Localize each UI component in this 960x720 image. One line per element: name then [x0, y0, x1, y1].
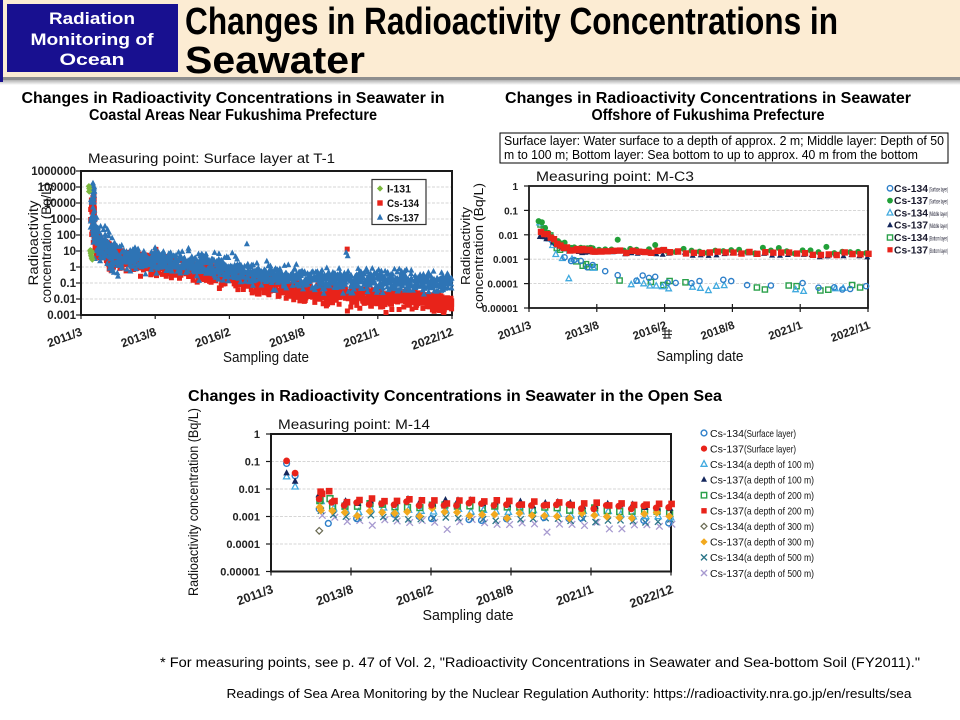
svg-text:2018/8: 2018/8 — [474, 582, 515, 608]
svg-text:Radioactivity: Radioactivity — [26, 200, 41, 285]
svg-text:Cs-137: Cs-137 — [894, 245, 928, 256]
svg-text:Cs-137: Cs-137 — [710, 506, 744, 518]
svg-text:Cs-137: Cs-137 — [710, 474, 744, 486]
svg-text:1: 1 — [254, 429, 260, 441]
svg-text:Measuring point: Surface layer: Measuring point: Surface layer at T-1 — [88, 151, 335, 166]
svg-text:Cs-137: Cs-137 — [894, 196, 928, 207]
svg-text:(Surface layer): (Surface layer) — [744, 443, 796, 455]
svg-text:2021/1: 2021/1 — [342, 325, 382, 351]
svg-text:Sampling date: Sampling date — [423, 608, 514, 624]
svg-text:Changes in Radioactivity Conce: Changes in Radioactivity Concentrations … — [188, 388, 722, 405]
svg-text:1000000: 1000000 — [31, 166, 76, 178]
svg-text:Cs-134: Cs-134 — [894, 184, 928, 195]
svg-text:(Bottom layer): (Bottom layer) — [929, 248, 948, 255]
svg-text:Radioactivity concentration (B: Radioactivity concentration (Bq/L) — [186, 408, 201, 596]
svg-text:(a depth of 500 m): (a depth of 500 m) — [744, 568, 814, 580]
svg-text:(a depth of 300 m): (a depth of 300 m) — [744, 537, 814, 549]
svg-text:0.001: 0.001 — [47, 310, 76, 322]
svg-text:Cs-137: Cs-137 — [710, 537, 744, 549]
svg-text:Ocean: Ocean — [60, 50, 125, 69]
svg-text:(Surface layer): (Surface layer) — [929, 199, 948, 206]
svg-text:0.01: 0.01 — [499, 231, 519, 242]
svg-text:Monitoring of: Monitoring of — [31, 30, 154, 49]
svg-text:Sampling date: Sampling date — [657, 349, 744, 365]
svg-text:0.0001: 0.0001 — [487, 280, 518, 291]
svg-text:Cs-134: Cs-134 — [710, 428, 744, 440]
svg-text:Sampling date: Sampling date — [223, 350, 309, 366]
svg-text:0.00001: 0.00001 — [220, 567, 260, 579]
svg-text:Changes in Radioactivity Conce: Changes in Radioactivity Concentrations … — [22, 90, 445, 107]
svg-text:2022/12: 2022/12 — [628, 582, 675, 611]
svg-text:2016/2: 2016/2 — [394, 582, 435, 608]
svg-text:Cs-137: Cs-137 — [710, 443, 744, 455]
svg-text:Cs-134: Cs-134 — [710, 459, 744, 471]
svg-text:Radioactivity: Radioactivity — [459, 206, 473, 285]
svg-text:(Middle layer): (Middle layer) — [929, 211, 948, 218]
svg-text:0.1: 0.1 — [504, 206, 518, 217]
svg-text:0.001: 0.001 — [232, 512, 260, 524]
svg-text:2021/1: 2021/1 — [554, 582, 595, 608]
svg-text:* For measuring points, see p.: * For measuring points, see p. 47 of Vol… — [160, 655, 920, 670]
svg-text:10000: 10000 — [44, 198, 76, 210]
svg-text:(a depth of 100 m): (a depth of 100 m) — [744, 474, 814, 486]
svg-text:2013/8: 2013/8 — [564, 319, 602, 343]
svg-text:2016/2: 2016/2 — [193, 325, 233, 351]
svg-text:Seawater: Seawater — [185, 40, 365, 82]
svg-text:(Bottom layer): (Bottom layer) — [929, 236, 948, 243]
svg-text:0.1: 0.1 — [245, 457, 260, 469]
svg-text:10: 10 — [63, 246, 76, 258]
svg-text:m to 100 m; Bottom layer: Sea: m to 100 m; Bottom layer: Sea bottom to … — [504, 148, 918, 162]
svg-text:2022/12: 2022/12 — [409, 325, 455, 353]
svg-text:(Surface layer): (Surface layer) — [744, 428, 796, 440]
svg-text:(a depth of 100 m): (a depth of 100 m) — [744, 459, 814, 471]
svg-text:Cs-134: Cs-134 — [894, 208, 928, 219]
svg-text:Cs-134: Cs-134 — [894, 233, 928, 244]
svg-text:0.0001: 0.0001 — [226, 539, 260, 551]
svg-text:Surface layer: Water surface t: Surface layer: Water surface to a depth … — [504, 134, 944, 148]
svg-text:0.00001: 0.00001 — [482, 304, 519, 315]
svg-text:Cs-137: Cs-137 — [710, 568, 744, 580]
svg-text:1: 1 — [70, 262, 77, 274]
svg-text:2013/8: 2013/8 — [314, 582, 355, 608]
svg-text:0.01: 0.01 — [54, 294, 77, 306]
svg-text:Changes in Radioactivity Conce: Changes in Radioactivity Concentrations … — [505, 90, 911, 107]
svg-text:1000: 1000 — [50, 214, 76, 226]
svg-text:Cs-134: Cs-134 — [710, 552, 744, 564]
svg-text:0.01: 0.01 — [239, 484, 260, 496]
svg-text:Radiation: Radiation — [49, 9, 135, 28]
svg-text:Readings of Sea Area Monitorin: Readings of Sea Area Monitoring by the N… — [227, 687, 912, 701]
svg-text:0.1: 0.1 — [60, 278, 77, 290]
svg-text:2013/8: 2013/8 — [119, 325, 159, 351]
svg-text:(a depth of 500 m): (a depth of 500 m) — [744, 552, 814, 564]
svg-text:(Surface layer): (Surface layer) — [929, 186, 948, 193]
svg-text:Cs-134: Cs-134 — [387, 198, 420, 210]
svg-text:Cs-137: Cs-137 — [894, 221, 928, 232]
svg-text:Cs-137: Cs-137 — [387, 213, 419, 225]
svg-text:(a depth of 200 m): (a depth of 200 m) — [744, 490, 814, 502]
svg-text:Coastal Areas Near Fukushima P: Coastal Areas Near Fukushima Prefecture — [89, 107, 377, 124]
svg-text:100000: 100000 — [38, 182, 76, 194]
svg-text:concentration (Bq/L): concentration (Bq/L) — [472, 183, 486, 309]
svg-text:Cs-134: Cs-134 — [710, 490, 744, 502]
svg-text:2011/3: 2011/3 — [45, 325, 84, 351]
svg-text:Changes in Radioactivity Conce: Changes in Radioactivity Concentrations … — [185, 1, 838, 43]
svg-text:0.001: 0.001 — [493, 255, 518, 266]
svg-text:2011/3: 2011/3 — [496, 320, 533, 343]
svg-text:2018/8: 2018/8 — [267, 325, 307, 351]
svg-text:I-131: I-131 — [387, 184, 411, 196]
svg-text:Measuring point: M-C3: Measuring point: M-C3 — [536, 169, 694, 184]
svg-text:Cs-134: Cs-134 — [710, 521, 744, 533]
svg-text:2021/1: 2021/1 — [767, 319, 805, 343]
svg-text:Measuring point: M-14: Measuring point: M-14 — [278, 417, 431, 432]
svg-text:(a depth of 200 m): (a depth of 200 m) — [744, 506, 814, 518]
svg-text:2018/8: 2018/8 — [699, 319, 737, 343]
svg-text:Offshore of Fukushima Prefectu: Offshore of Fukushima Prefecture — [592, 107, 825, 124]
svg-text:100: 100 — [57, 230, 76, 242]
svg-text:2022/11: 2022/11 — [829, 319, 872, 344]
svg-text:1: 1 — [512, 182, 518, 193]
svg-text:concentration (Bq/L): concentration (Bq/L) — [39, 183, 54, 303]
svg-text:(Middle layer): (Middle layer) — [929, 223, 948, 230]
svg-text:(a depth of 300 m): (a depth of 300 m) — [744, 521, 814, 533]
svg-text:2011/3: 2011/3 — [235, 582, 275, 608]
